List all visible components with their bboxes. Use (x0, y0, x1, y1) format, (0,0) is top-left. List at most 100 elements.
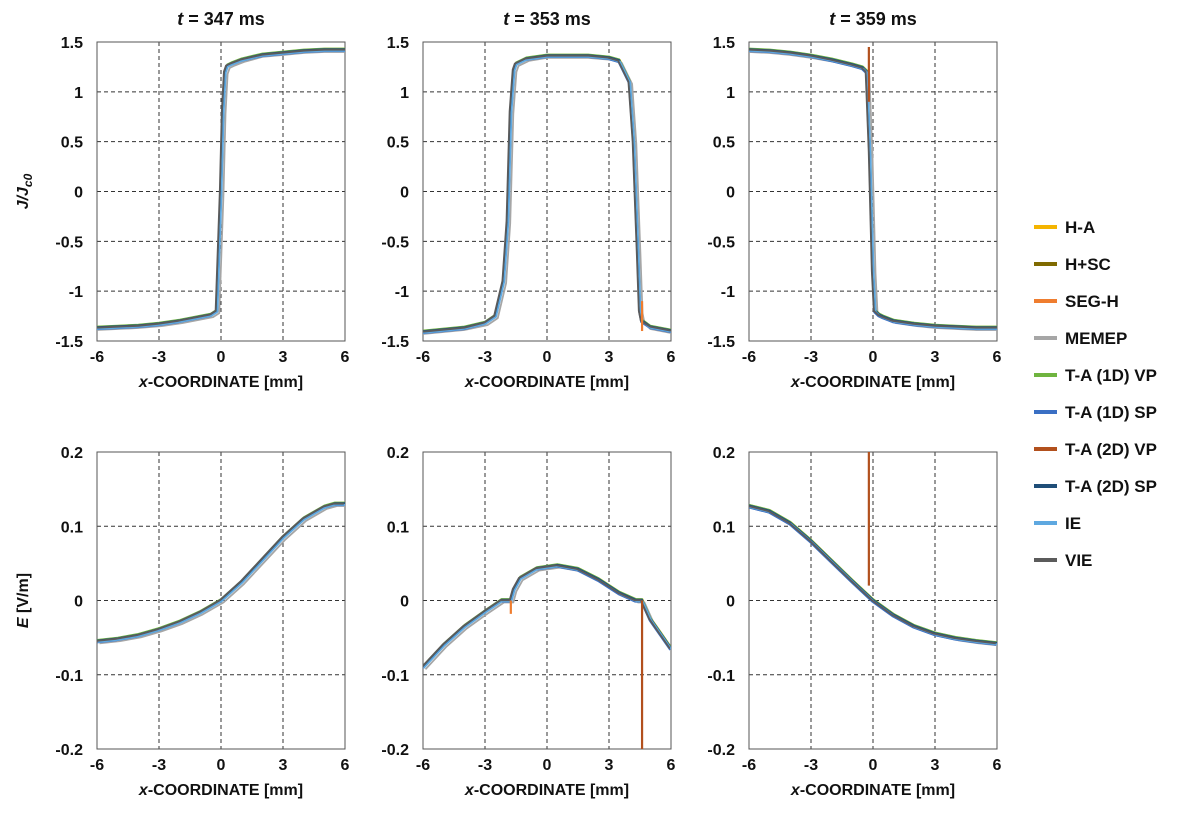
ylabel-top: J/Jc0 (15, 173, 35, 209)
x-tick-label: 6 (993, 349, 1002, 366)
x-tick-label: 6 (667, 349, 676, 366)
series-line (749, 506, 997, 646)
series-line (423, 55, 671, 334)
series-line (97, 503, 345, 643)
column-title-1: t = 353 ms (503, 9, 591, 29)
x-tick-label: -6 (90, 349, 104, 366)
y-tick-label: 0.1 (713, 519, 735, 536)
y-tick-label: 1 (400, 85, 409, 102)
x-tick-label: 0 (543, 349, 552, 366)
y-tick-label: 0.1 (387, 519, 409, 536)
series-line (97, 502, 344, 642)
x-axis-label: x-COORDINATE [mm] (790, 782, 955, 799)
legend-label: T-A (2D) SP (1065, 477, 1157, 496)
y-tick-label: 0.2 (387, 445, 409, 462)
series-line (423, 565, 671, 669)
x-tick-label: 3 (931, 757, 940, 774)
x-tick-label: 6 (993, 757, 1002, 774)
x-axis-label: x-COORDINATE [mm] (464, 374, 629, 391)
x-tick-label: 0 (543, 757, 552, 774)
x-tick-label: 0 (869, 349, 878, 366)
plot-frame (422, 41, 672, 342)
panel-0-2: -6 -3 0 3 6 1.5 1 0.5 0 -0.5 -1 -1.5 x-COORDINATE [m… (707, 35, 1001, 391)
plot-frame (748, 451, 998, 750)
series-line (749, 505, 996, 645)
series-line (749, 506, 997, 646)
x-tick-label: 0 (217, 757, 226, 774)
x-axis-label: x-COORDINATE [mm] (138, 374, 303, 391)
series-line (749, 48, 997, 329)
plot-frame (422, 451, 672, 750)
panel-1-2: -6 -3 0 3 6 0.2 0.1 0 -0.1 -0.2 x-COORDINATE [mm] (707, 445, 1001, 799)
series-line (97, 49, 345, 330)
y-tick-label: -0.5 (381, 234, 409, 251)
series-line (749, 49, 997, 330)
y-tick-label: -0.2 (707, 742, 735, 759)
panel-0-0: -6 -3 0 3 6 1.5 1 0.5 0 -0.5 -1 -1.5 x-COORDINATE [m… (55, 35, 349, 391)
x-tick-label: 3 (279, 757, 288, 774)
x-tick-label: -6 (742, 349, 756, 366)
series-line (423, 564, 671, 668)
x-tick-label: -6 (416, 349, 430, 366)
y-tick-label: 0.5 (61, 135, 83, 152)
y-tick-label: -0.1 (707, 668, 735, 685)
y-tick-label: -0.5 (707, 234, 735, 251)
x-tick-label: 3 (605, 349, 614, 366)
series-line (423, 565, 671, 669)
y-tick-label: 0 (726, 185, 735, 202)
y-tick-label: 0.5 (713, 135, 735, 152)
x-tick-label: 3 (931, 349, 940, 366)
x-tick-label: -6 (416, 757, 430, 774)
y-tick-label: -0.1 (55, 668, 83, 685)
y-tick-label: 0 (74, 185, 83, 202)
series-line (97, 48, 345, 329)
legend-label: VIE (1065, 551, 1092, 570)
x-tick-label: -6 (742, 757, 756, 774)
legend-label: H+SC (1065, 255, 1111, 274)
plot-frame (96, 451, 346, 750)
y-tick-label: 0 (74, 594, 83, 611)
y-tick-label: 0 (400, 594, 409, 611)
x-tick-label: 0 (217, 349, 226, 366)
y-tick-label: 1.5 (61, 35, 83, 52)
x-tick-label: 3 (279, 349, 288, 366)
y-tick-label: 0.2 (61, 445, 83, 462)
x-tick-label: -3 (152, 757, 166, 774)
x-tick-label: 6 (341, 349, 350, 366)
y-tick-label: -1 (721, 284, 735, 301)
y-tick-label: -0.1 (381, 668, 409, 685)
y-tick-label: -0.5 (55, 234, 83, 251)
series-line (751, 507, 997, 647)
y-tick-label: 0 (726, 594, 735, 611)
legend-label: T-A (2D) VP (1065, 440, 1157, 459)
column-title-2: t = 359 ms (829, 9, 917, 29)
ylabel-bottom: E [V/m] (15, 573, 32, 628)
y-tick-label: 1 (74, 85, 83, 102)
y-tick-label: 1 (726, 85, 735, 102)
plot-frame (748, 41, 998, 342)
x-tick-label: 6 (667, 757, 676, 774)
y-tick-label: -1.5 (55, 334, 83, 351)
panel-1-0: -6 -3 0 3 6 0.2 0.1 0 -0.1 -0.2 x-COORDINATE [mm] (55, 445, 349, 799)
legend-label: H-A (1065, 218, 1095, 237)
y-tick-label: 1.5 (387, 35, 409, 52)
column-title-0: t = 347 ms (177, 9, 265, 29)
x-axis-label: x-COORDINATE [mm] (790, 374, 955, 391)
y-tick-label: 1.5 (713, 35, 735, 52)
legend-label: T-A (1D) SP (1065, 403, 1157, 422)
x-tick-label: -3 (804, 349, 818, 366)
legend-label: T-A (1D) VP (1065, 366, 1157, 385)
panel-1-1: -6 -3 0 3 6 0.2 0.1 0 -0.1 -0.2 x-COORDINATE [mm] (381, 445, 675, 799)
series-line (423, 54, 671, 333)
x-axis-label: x-COORDINATE [mm] (464, 782, 629, 799)
x-tick-label: -3 (804, 757, 818, 774)
y-tick-label: -1.5 (381, 334, 409, 351)
legend-label: SEG-H (1065, 292, 1119, 311)
plot-frame (96, 41, 346, 342)
x-tick-label: 3 (605, 757, 614, 774)
y-tick-label: -1.5 (707, 334, 735, 351)
y-tick-label: 0.2 (713, 445, 735, 462)
legend: H-A H+SC SEG-H MEMEP T-A (1D) VP T-A (1D) SP T… (1034, 218, 1157, 570)
y-tick-label: -1 (395, 284, 409, 301)
